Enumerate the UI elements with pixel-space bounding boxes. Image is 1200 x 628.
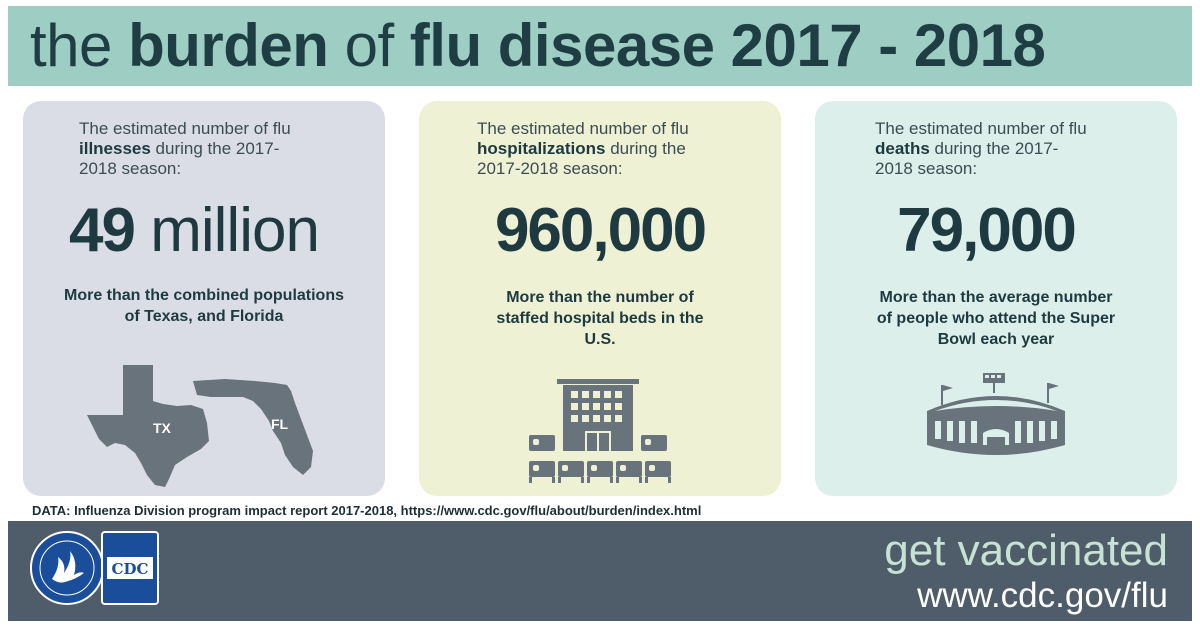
map-label-fl: FL [271,416,289,432]
stadium-icon [927,373,1065,455]
illness-number-value: 49 [69,196,136,265]
illness-intro-before: The estimated number of flu [79,119,291,138]
map-label-tx: TX [153,420,172,436]
hosp-intro-before: The estimated number of flu [477,119,689,138]
illness-intro: The estimated number of flu illnesses du… [79,119,299,179]
hospitalization-panel: The estimated number of flu hospitalizat… [419,101,781,496]
texas-florida-map-icon: TX FL [87,365,313,487]
data-source-note: DATA: Influenza Division program impact … [32,503,702,518]
cta-headline: get vaccinated [884,525,1168,577]
title-part-3: of [328,12,410,79]
deaths-intro: The estimated number of flu deaths durin… [875,119,1095,179]
deaths-intro-after: during the 2017-2018 season: [875,139,1059,178]
cdc-logo-mark: CDC [107,557,153,579]
deaths-intro-before: The estimated number of flu [875,119,1087,138]
page-title: the burden of flu disease 2017 - 2018 [30,10,1046,82]
hospital-beds-icon [529,379,671,483]
header-banner: the burden of flu disease 2017 - 2018 [8,6,1192,86]
hosp-intro-after: during the 2017-2018 season: [477,139,686,178]
hhs-eagle-logo [30,531,104,605]
illness-comparison: More than the combined populations of Te… [64,287,344,325]
title-part-2: burden [128,12,329,79]
illness-number-unit: million [134,196,320,265]
cta-part-2: vaccinated [957,526,1168,575]
deaths-intro-bold: deaths [875,139,930,158]
illness-intro-bold: illnesses [79,139,151,158]
call-to-action: get vaccinated www.cdc.gov/flu [884,525,1168,615]
deaths-comparison: More than the average number of people w… [876,289,1116,348]
hosp-comparison: More than the number of staffed hospital… [496,289,704,348]
hosp-intro: The estimated number of flu hospitalizat… [477,119,707,179]
footer-banner: CDC get vaccinated www.cdc.gov/flu [8,521,1192,621]
cdc-logo: CDC [101,531,159,605]
cta-part-1: get [884,526,958,575]
illness-number: 49 million [13,196,375,266]
title-part-4: flu disease 2017 - 2018 [409,12,1046,79]
illness-intro-after: during the 2017-2018 season: [79,139,280,178]
deaths-number: 79,000 [897,196,1077,265]
cdc-logo-text: CDC [112,560,149,578]
title-part-1: the [30,12,129,79]
cta-url[interactable]: www.cdc.gov/flu [917,576,1168,615]
hosp-intro-bold: hospitalizations [477,139,606,158]
hosp-number: 960,000 [494,196,707,265]
deaths-panel: The estimated number of flu deaths durin… [815,101,1177,496]
illness-panel: The estimated number of flu illnesses du… [23,101,385,496]
